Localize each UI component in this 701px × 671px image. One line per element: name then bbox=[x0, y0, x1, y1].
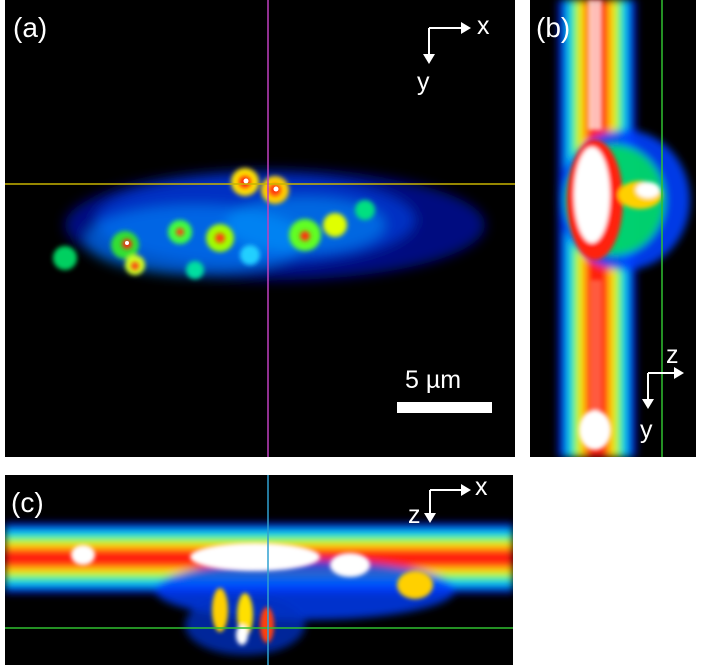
panel-b-zy-view: (b) z y bbox=[530, 0, 696, 457]
panel-a-label: (a) bbox=[13, 12, 48, 43]
scale-bar-label: 5 µm bbox=[405, 366, 462, 394]
panel-a-xy-view: (a) x y 5 µm bbox=[5, 0, 515, 457]
panel-a-x-axis-label: x bbox=[477, 12, 490, 40]
panel-b-label: (b) bbox=[536, 12, 571, 43]
panel-a-heatmap bbox=[5, 0, 515, 457]
xz-axis-arrows-icon bbox=[424, 484, 471, 523]
xy-axis-arrows-icon bbox=[423, 22, 471, 64]
zy-axis-arrows-icon bbox=[642, 367, 684, 409]
panel-c-xz-view: (c) x z bbox=[5, 475, 513, 665]
panel-a-y-axis-label: y bbox=[417, 68, 430, 96]
panel-b-heatmap bbox=[558, 0, 690, 457]
scale-bar bbox=[397, 402, 492, 413]
panel-c-x-axis-label: x bbox=[475, 475, 488, 501]
panel-c-z-axis-label: z bbox=[408, 501, 421, 529]
panel-c-heatmap bbox=[5, 475, 513, 665]
panel-b-z-axis-label: z bbox=[666, 341, 679, 369]
panel-c-label: (c) bbox=[11, 487, 44, 518]
panel-b-y-axis-label: y bbox=[640, 416, 653, 444]
